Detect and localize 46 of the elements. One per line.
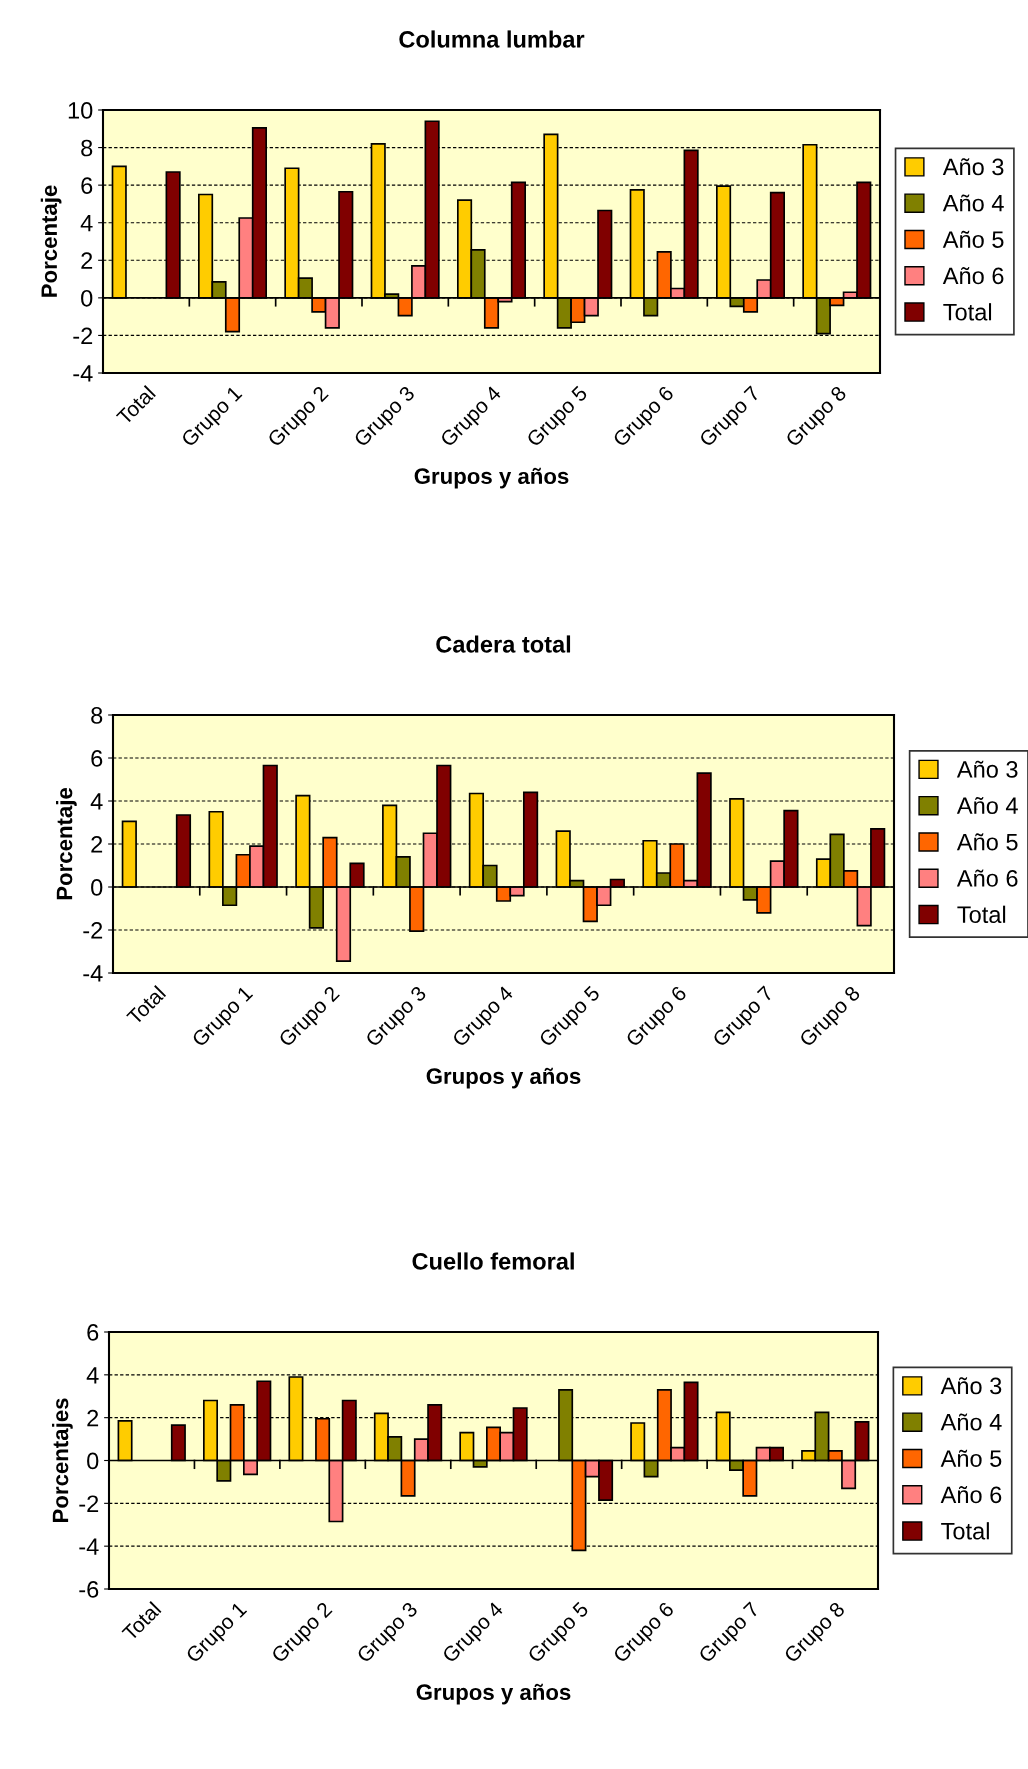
legend-label: Año 4	[940, 1413, 1002, 1431]
y-tick-label: 0	[87, 1452, 99, 1470]
legend-label: Año 3	[940, 1377, 1002, 1395]
y-tick-label: -4	[79, 1538, 99, 1555]
legend-label: Año 4	[956, 796, 1018, 815]
x-axis-title: Grupos y años	[426, 1067, 581, 1089]
y-tick-label: -2	[73, 327, 93, 344]
chart-title: Cuello femoral	[412, 1252, 574, 1270]
chart-title: Columna lumbar	[399, 30, 585, 48]
chart-title: Cadera total	[436, 635, 571, 653]
legend-label: Total	[957, 905, 1006, 923]
y-axis-title: Porcentaje	[56, 787, 77, 900]
y-tick-label: 2	[87, 1409, 99, 1427]
y-axis-title: Porcentajes	[52, 1398, 73, 1522]
legend-label: Año 3	[942, 158, 1004, 176]
legend-label: Total	[941, 1522, 989, 1540]
legend-label: Año 6	[942, 267, 1004, 285]
y-tick-label: 4	[86, 1367, 99, 1384]
y-tick-label: 8	[91, 707, 103, 724]
y-tick-label: 8	[81, 139, 93, 157]
legend-label: Año 5	[942, 230, 1004, 248]
y-tick-label: 0	[91, 879, 103, 896]
y-tick-label: -2	[79, 1495, 99, 1512]
legend-label: Año 5	[956, 833, 1018, 851]
y-axis-title: Porcentaje	[40, 185, 62, 297]
y-tick-label: -4	[73, 365, 93, 382]
y-tick-label: 10	[68, 102, 93, 119]
legend-label: Año 5	[940, 1449, 1002, 1467]
legend-label: Total	[943, 303, 992, 321]
x-axis-title: Grupos y años	[416, 1683, 571, 1705]
legend-label: Año 6	[956, 869, 1018, 887]
y-tick-label: -6	[79, 1581, 99, 1598]
y-tick-label: 6	[81, 177, 93, 194]
y-tick-label: 6	[91, 750, 103, 767]
y-tick-label: -4	[83, 965, 103, 982]
y-tick-label: 4	[80, 215, 93, 232]
legend-label: Año 3	[956, 760, 1018, 778]
y-tick-label: 6	[87, 1324, 99, 1341]
legend-label: Año 4	[942, 194, 1004, 212]
y-tick-label: 2	[91, 836, 103, 853]
y-tick-label: 0	[81, 289, 93, 307]
y-tick-label: 2	[81, 252, 93, 269]
y-tick-label: -2	[83, 922, 103, 939]
x-axis-title: Grupos y años	[414, 467, 569, 489]
legend-label: Año 6	[940, 1486, 1002, 1504]
y-tick-label: 4	[90, 793, 103, 810]
